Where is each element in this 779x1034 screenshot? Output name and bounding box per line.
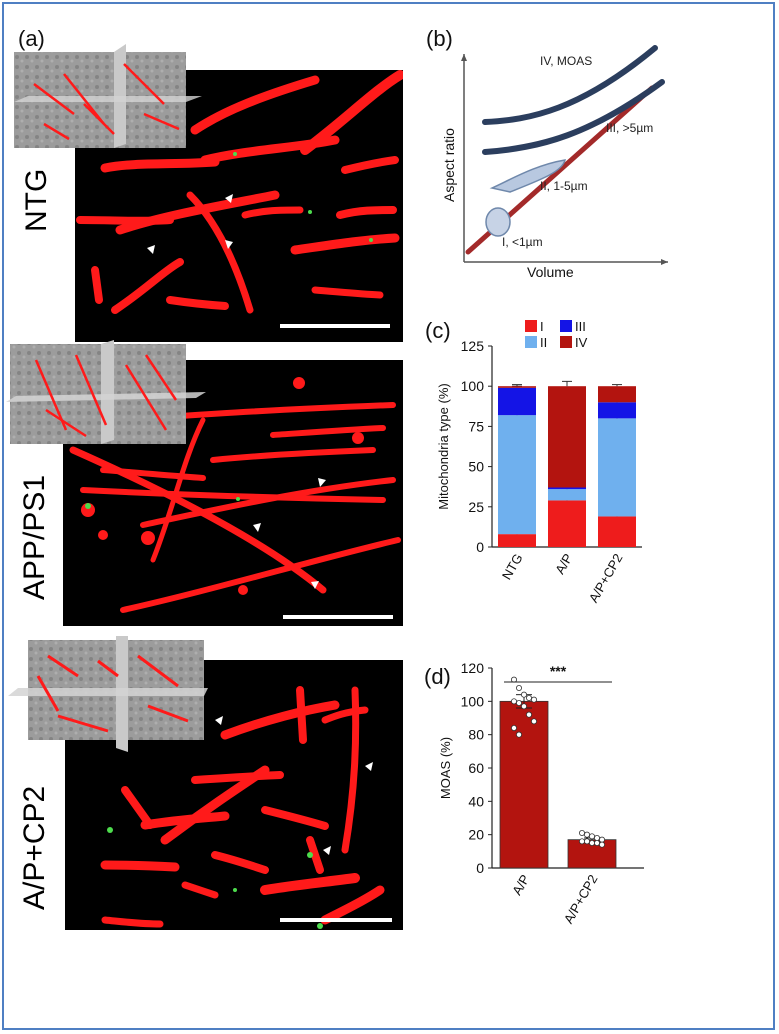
legend-label: I: [540, 319, 544, 334]
scale-bar-ap-cp2: [280, 918, 392, 922]
panel-label-b: (b): [426, 26, 453, 51]
bar-segment: [598, 402, 636, 419]
bar-segment: [598, 386, 636, 403]
data-point: [598, 841, 605, 848]
chart-moas: 0 20 40 60 80 100 120 MOAS (%) A/P A/P+CP2 ***: [438, 660, 644, 926]
y-axis-label: Mitochondria type (%): [436, 383, 451, 509]
y-axis-label: MOAS (%): [438, 737, 453, 799]
bar-segment: [598, 418, 636, 517]
legend-swatch: [560, 320, 572, 332]
x-tick-label: NTG: [499, 551, 526, 582]
data-point: [588, 833, 595, 840]
data-point: [588, 839, 595, 846]
mito-type-1-shape: [485, 207, 511, 237]
y-tick-label: 80: [468, 727, 484, 743]
y-tick-label: 25: [468, 499, 484, 515]
group-label-app-ps1: APP/PS1: [18, 474, 51, 600]
x-tick-label: A/P+CP2: [586, 551, 626, 605]
bar-segment: [498, 386, 536, 388]
data-point: [531, 718, 538, 725]
data-point: [598, 836, 605, 843]
legend-swatch: [560, 336, 572, 348]
data-point: [531, 696, 538, 703]
y-tick-label: 0: [476, 860, 484, 876]
data-point: [526, 711, 533, 718]
schematic-xlabel: Volume: [527, 264, 574, 280]
y-tick-label: 120: [461, 660, 485, 676]
legend-swatch: [525, 320, 537, 332]
data-point: [511, 698, 518, 705]
panel-label-d: (d): [424, 664, 451, 689]
bar-segment: [498, 534, 536, 547]
data-point: [521, 703, 528, 710]
em-3d-block-app-ps1: [6, 340, 206, 444]
mitochondria-ntg: [76, 70, 403, 314]
legend-label: IV: [575, 335, 588, 350]
data-point: [583, 831, 590, 838]
data-point: [516, 700, 523, 707]
data-point: [526, 695, 533, 702]
data-point: [511, 676, 518, 683]
data-point: [516, 731, 523, 738]
y-tick-label: 60: [468, 760, 484, 776]
legend-label: III: [575, 319, 586, 334]
data-point: [511, 725, 518, 732]
scale-bar-app-ps1: [283, 615, 393, 619]
data-point: [578, 829, 585, 836]
x-tick-label: A/P: [552, 551, 575, 577]
bar-segment: [598, 516, 636, 547]
schematic-ylabel: Aspect ratio: [441, 128, 457, 202]
bar-segment: [548, 489, 586, 501]
group-label-ntg: NTG: [20, 168, 53, 232]
data-point: [583, 838, 590, 845]
data-point: [516, 685, 523, 692]
mitochondria-ap-cp2: [100, 686, 385, 929]
bar-segment: [548, 500, 586, 547]
em-3d-block-ntg: [14, 44, 202, 148]
y-tick-label: 50: [468, 459, 484, 475]
data-point: [578, 838, 585, 845]
y-tick-label: 40: [468, 793, 484, 809]
scale-bar-ntg: [280, 324, 390, 328]
y-tick-label: 100: [461, 693, 485, 709]
panel-label-c: (c): [425, 318, 451, 343]
mito-type-2-shape: [489, 159, 567, 193]
bar: [499, 700, 549, 869]
bar-segment: [498, 415, 536, 535]
data-point: [593, 834, 600, 841]
significance-label: ***: [550, 663, 567, 679]
y-tick-label: 0: [476, 539, 484, 555]
bar-segment: [548, 487, 586, 490]
bar-segment: [498, 387, 536, 416]
bar-segment: [548, 386, 586, 488]
label-type-4: IV, MOAS: [540, 54, 592, 68]
data-point: [593, 839, 600, 846]
mito-type-4-shape: [482, 45, 658, 125]
legend-swatch: [525, 336, 537, 348]
schematic-b: IV, MOAS III, >5µm II, 1-5µm I, <1µm: [461, 45, 668, 265]
x-tick-label: A/P: [509, 872, 532, 898]
group-label-ap-cp2: A/P+CP2: [18, 785, 51, 910]
em-3d-block-ap-cp2: [8, 636, 208, 752]
x-tick-label: A/P+CP2: [561, 872, 601, 926]
data-point: [521, 691, 528, 698]
label-type-3: III, >5µm: [606, 121, 653, 135]
label-type-2: II, 1-5µm: [540, 179, 588, 193]
mito-type-3-shape: [482, 79, 665, 155]
y-tick-label: 20: [468, 827, 484, 843]
panel-label-a: (a): [18, 26, 45, 51]
y-tick-label: 100: [461, 378, 485, 394]
y-tick-label: 75: [468, 418, 484, 434]
label-type-1: I, <1µm: [502, 235, 543, 249]
y-tick-label: 125: [461, 338, 485, 354]
legend-label: II: [540, 335, 547, 350]
